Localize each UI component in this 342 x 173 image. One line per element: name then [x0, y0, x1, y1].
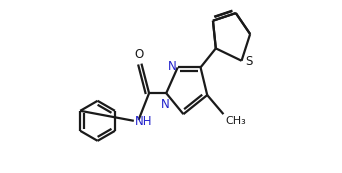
- Text: N: N: [161, 98, 170, 111]
- Text: NH: NH: [134, 115, 152, 128]
- Text: CH₃: CH₃: [225, 116, 246, 126]
- Text: O: O: [134, 48, 144, 61]
- Text: S: S: [245, 55, 252, 68]
- Text: N: N: [168, 60, 177, 73]
